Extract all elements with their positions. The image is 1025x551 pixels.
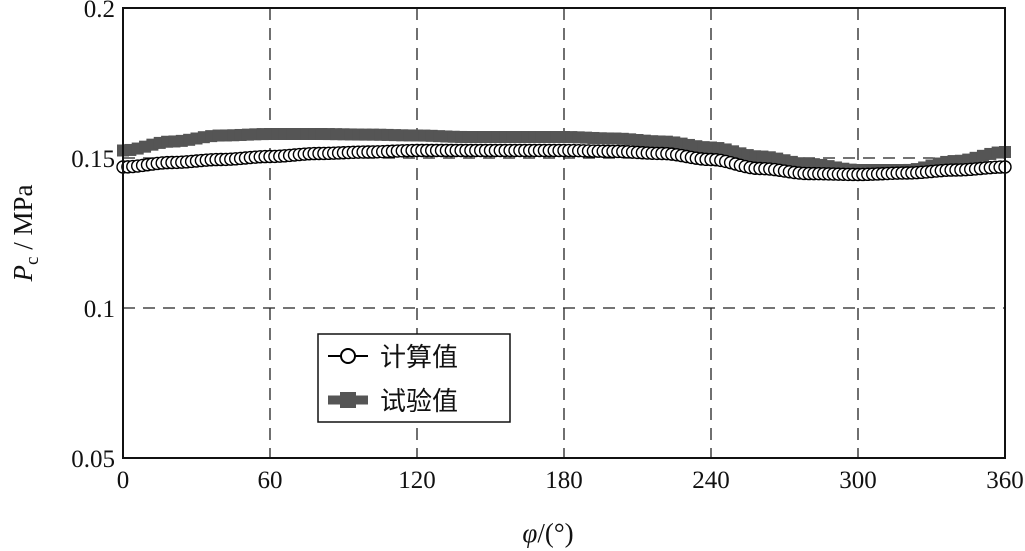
x-tick-label: 240 xyxy=(692,467,730,494)
legend-label-calculated: 计算值 xyxy=(380,343,458,373)
legend-label-experimental: 试验值 xyxy=(380,387,458,417)
y-axis-unit: / MPa xyxy=(8,185,38,257)
y-tick-label: 0.2 xyxy=(84,0,115,23)
series-calculated xyxy=(116,143,1012,182)
y-tick-label: 0.05 xyxy=(71,446,115,473)
series-layer xyxy=(116,128,1012,182)
x-tick-label: 120 xyxy=(398,467,436,494)
x-tick-label: 360 xyxy=(986,467,1024,494)
legend-marker-experimental xyxy=(340,392,356,408)
series-experimental xyxy=(117,128,1011,176)
legend-marker-calculated xyxy=(340,348,356,364)
legend: 计算值 试验值 xyxy=(317,333,511,423)
y-tick-label: 0.15 xyxy=(71,146,115,173)
x-tick-label: 180 xyxy=(545,467,583,494)
x-tick-label: 60 xyxy=(258,467,283,494)
y-axis-label: Pc / MPa xyxy=(8,185,43,283)
marker-experimental xyxy=(249,128,262,141)
y-axis-symbol: P xyxy=(8,265,38,283)
x-axis-label: φ/(°) xyxy=(522,518,573,548)
x-axis-symbol: φ xyxy=(522,518,537,548)
ticks: 0 60 120 180 240 300 360 0.05 0.1 0.15 0.2 xyxy=(71,0,1024,494)
y-tick-label: 0.1 xyxy=(84,296,115,323)
x-tick-label: 0 xyxy=(117,467,130,494)
y-axis-subscript: c xyxy=(22,257,43,265)
plot-frame xyxy=(122,7,1006,459)
x-tick-label: 300 xyxy=(839,467,877,494)
x-axis-unit: /(°) xyxy=(537,518,573,548)
